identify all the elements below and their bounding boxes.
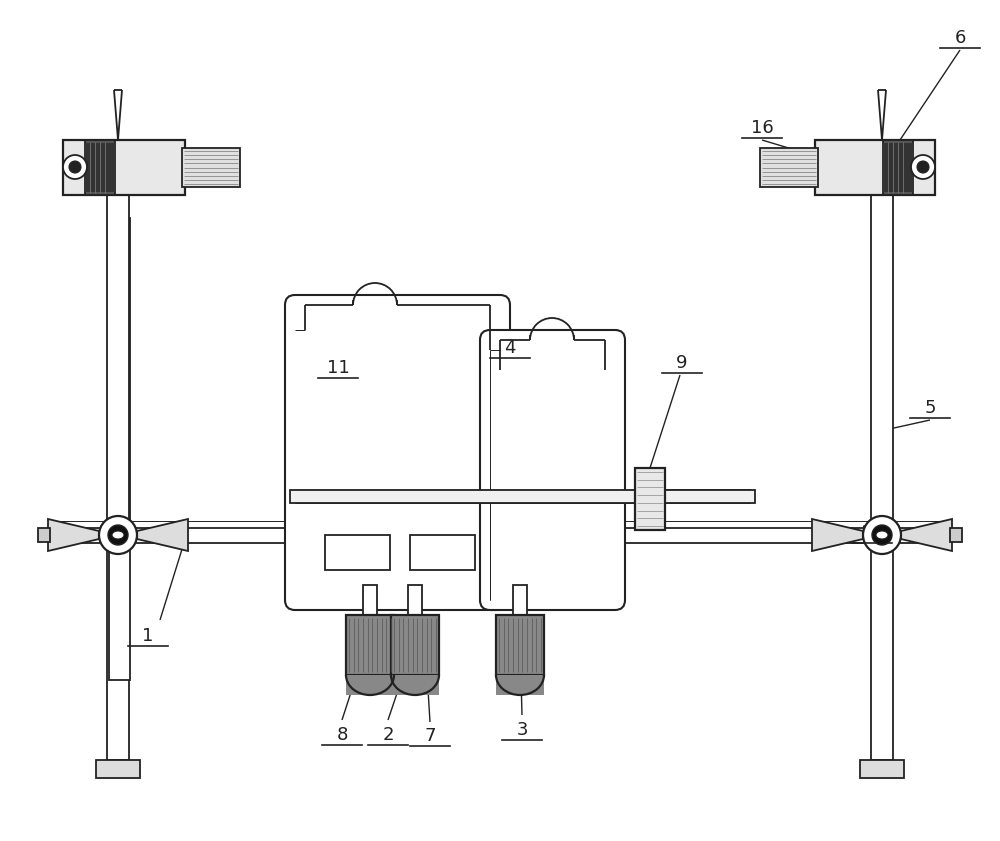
Circle shape (863, 516, 901, 554)
FancyBboxPatch shape (480, 330, 625, 610)
FancyBboxPatch shape (285, 295, 510, 610)
Bar (363, 585, 377, 615)
Text: 11: 11 (327, 359, 349, 377)
Bar (883, 140, 913, 195)
Bar (665, 490, 755, 503)
Text: 13: 13 (861, 524, 883, 542)
Text: 9: 9 (676, 354, 688, 372)
Bar (635, 468, 665, 530)
Circle shape (911, 155, 935, 179)
Bar (871, 543, 893, 760)
Bar (871, 195, 893, 525)
Ellipse shape (112, 531, 124, 539)
Circle shape (69, 161, 81, 173)
Bar (85, 143, 115, 192)
Bar (107, 195, 129, 525)
Bar (346, 615, 394, 675)
Bar (346, 675, 394, 695)
Bar (496, 615, 544, 675)
Circle shape (63, 155, 87, 179)
Circle shape (108, 525, 128, 545)
Polygon shape (901, 519, 952, 551)
Bar (325, 535, 390, 570)
Bar (410, 535, 475, 570)
Text: 4: 4 (504, 339, 516, 357)
Text: 16: 16 (751, 119, 773, 137)
Text: 7: 7 (424, 727, 436, 745)
Polygon shape (48, 519, 99, 551)
Bar (290, 490, 750, 503)
Polygon shape (812, 519, 863, 551)
Circle shape (917, 161, 929, 173)
Circle shape (99, 516, 137, 554)
Text: 5: 5 (924, 399, 936, 417)
Text: 1: 1 (142, 627, 154, 645)
Text: 8: 8 (336, 726, 348, 744)
Bar (950, 528, 962, 542)
Bar (63, 140, 185, 195)
Ellipse shape (876, 531, 888, 539)
Bar (109, 218, 130, 680)
Bar (883, 143, 913, 192)
Bar (408, 585, 422, 615)
Bar (182, 148, 240, 187)
Bar (107, 543, 129, 760)
Bar (815, 140, 935, 195)
Text: 2: 2 (382, 726, 394, 744)
Bar (38, 528, 50, 542)
Bar (85, 140, 115, 195)
Bar (860, 760, 904, 778)
Text: 3: 3 (516, 721, 528, 739)
Polygon shape (137, 519, 188, 551)
Bar (391, 675, 439, 695)
Bar (760, 148, 818, 187)
Bar (96, 760, 140, 778)
Bar (391, 615, 439, 675)
Text: 6: 6 (954, 29, 966, 47)
Circle shape (872, 525, 892, 545)
Bar (496, 675, 544, 695)
Bar (60, 528, 940, 543)
Bar (513, 585, 527, 615)
